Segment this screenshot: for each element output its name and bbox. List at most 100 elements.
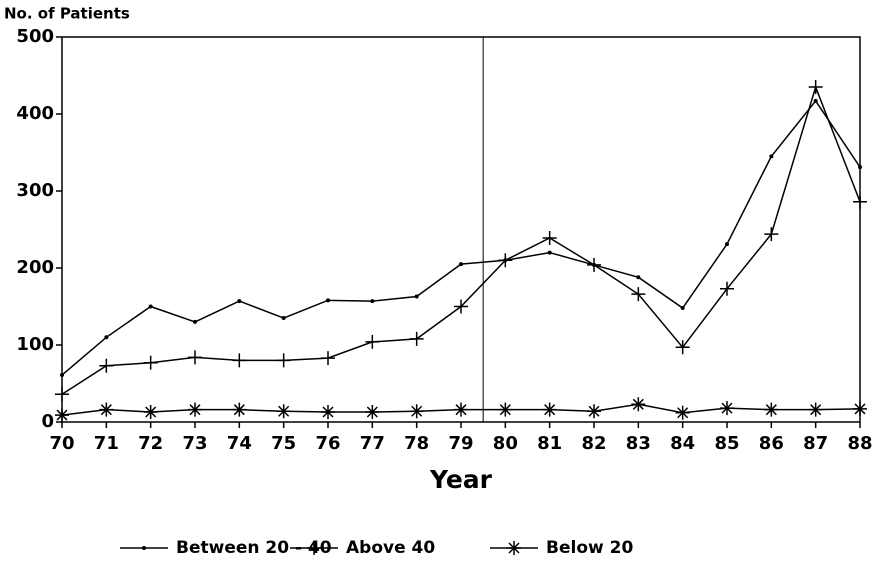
marker-dot (60, 373, 64, 378)
marker-dot (459, 262, 463, 267)
marker (454, 299, 468, 314)
marker (276, 353, 291, 368)
marker (365, 334, 380, 349)
marker-plus (307, 541, 321, 555)
x-tick-label: 85 (714, 433, 739, 454)
marker (99, 402, 114, 417)
marker-x (233, 404, 245, 416)
marker-x (544, 404, 556, 416)
marker (547, 250, 552, 255)
marker-x (411, 405, 423, 417)
marker-dot (281, 316, 286, 321)
marker-plus (409, 331, 424, 346)
marker (498, 402, 513, 417)
marker (636, 275, 641, 280)
marker (808, 80, 823, 95)
marker (414, 294, 419, 299)
x-tick-label: 81 (537, 433, 562, 454)
marker-x (632, 398, 644, 410)
marker-dot (547, 250, 552, 255)
y-tick-label: 400 (16, 103, 54, 124)
marker (769, 154, 774, 159)
marker-plus (720, 281, 734, 296)
x-tick-label: 71 (94, 433, 119, 454)
x-tick-label: 87 (803, 433, 828, 454)
x-tick-label: 74 (227, 433, 252, 454)
marker-x (810, 404, 822, 416)
marker-plus (764, 227, 779, 242)
marker (454, 402, 468, 417)
x-tick-label: 79 (448, 433, 473, 454)
marker-x (499, 404, 511, 416)
y-tick-label: 500 (16, 26, 54, 47)
marker-plus (365, 334, 380, 349)
marker-x (455, 404, 467, 416)
marker-plus (143, 355, 158, 370)
marker-plus (232, 353, 247, 368)
marker (232, 402, 247, 417)
marker (321, 351, 335, 366)
marker (60, 373, 64, 378)
marker (680, 306, 685, 311)
y-tick-label: 0 (41, 411, 54, 432)
marker (148, 304, 153, 309)
marker-dot (680, 306, 685, 311)
marker (720, 281, 734, 296)
x-tick-label: 73 (182, 433, 207, 454)
marker (459, 262, 463, 267)
marker-dot (370, 299, 375, 304)
x-tick-label: 77 (360, 433, 385, 454)
marker (587, 257, 601, 272)
marker (55, 387, 69, 402)
x-axis-label: Year (429, 465, 493, 494)
marker (188, 402, 202, 417)
marker (675, 340, 690, 355)
x-tick-label: 88 (847, 433, 872, 454)
marker-x (100, 404, 112, 416)
marker (143, 355, 158, 370)
marker-x (145, 406, 157, 418)
x-tick-label: 80 (493, 433, 518, 454)
marker (321, 404, 335, 419)
marker-dot (193, 319, 197, 324)
marker (725, 242, 729, 247)
y-tick-label: 200 (16, 257, 54, 278)
marker-dot (769, 154, 774, 159)
marker (808, 402, 823, 417)
x-tick-label: 84 (670, 433, 695, 454)
marker (307, 541, 321, 555)
marker (55, 408, 69, 423)
marker-x (508, 542, 520, 554)
marker (326, 298, 330, 303)
x-tick-label: 82 (581, 433, 606, 454)
marker-dot (813, 98, 818, 103)
y-axis-label: No. of Patients (4, 5, 130, 23)
marker (281, 316, 286, 321)
x-tick-label: 83 (626, 433, 651, 454)
x-tick-label: 76 (315, 433, 340, 454)
marker (587, 404, 601, 419)
marker-x (189, 404, 201, 416)
x-tick-label: 70 (49, 433, 74, 454)
legend-label: Between 20 - 40 (176, 538, 332, 558)
marker (813, 98, 818, 103)
marker (276, 404, 291, 419)
marker-x (588, 405, 600, 417)
marker-dot (142, 546, 146, 550)
marker-dot (104, 335, 109, 340)
series-line (61, 84, 861, 395)
y-tick-label: 300 (16, 180, 54, 201)
marker (498, 253, 513, 268)
marker (193, 319, 197, 324)
marker (542, 230, 557, 245)
marker-dot (237, 299, 242, 304)
marker-plus (675, 340, 690, 355)
series-line (61, 99, 861, 376)
marker-x (765, 404, 777, 416)
marker-dot (148, 304, 153, 309)
marker (858, 165, 862, 170)
marker-dot (414, 294, 419, 299)
marker-x (677, 407, 689, 419)
marker-plus (587, 257, 601, 272)
